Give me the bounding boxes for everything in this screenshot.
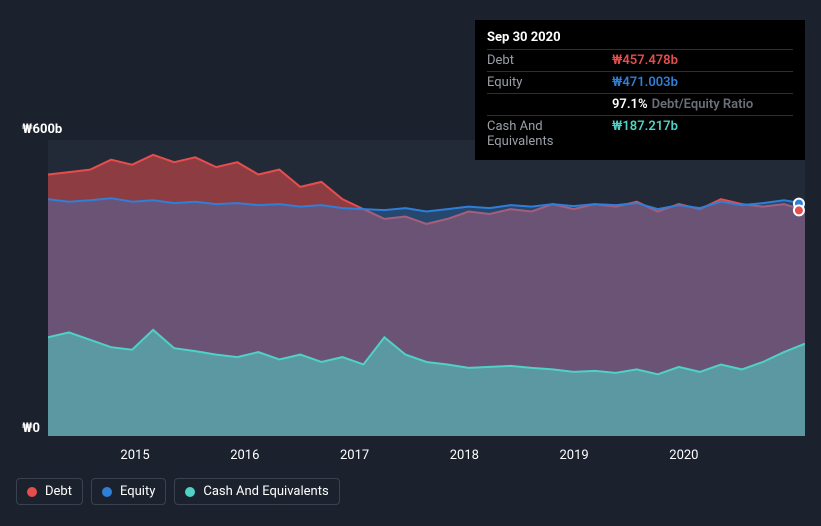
- tooltip-row: Debt₩457.478b: [487, 49, 793, 71]
- x-axis-tick: 2020: [669, 448, 698, 463]
- x-axis-tick: 2015: [120, 448, 149, 463]
- tooltip-row-value: ₩471.003b: [612, 75, 678, 90]
- legend-label: Cash And Equivalents: [203, 484, 328, 499]
- legend-swatch: [102, 487, 112, 497]
- x-axis-tick: 2019: [559, 448, 588, 463]
- legend-swatch: [27, 487, 37, 497]
- legend-label: Equity: [120, 484, 155, 499]
- x-axis: 2015 2016 2017 2018 2019 2020: [48, 440, 805, 464]
- x-axis-tick: 2018: [450, 448, 479, 463]
- tooltip-row: Cash And Equivalents₩187.217b: [487, 115, 793, 152]
- tooltip-date: Sep 30 2020: [487, 28, 793, 49]
- tooltip-row-value: ₩187.217b: [612, 119, 678, 149]
- x-axis-tick: 2016: [230, 448, 259, 463]
- tooltip-row-value: ₩457.478b: [612, 53, 678, 68]
- legend-swatch: [185, 487, 195, 497]
- chart-plot-area[interactable]: [48, 140, 805, 436]
- tooltip-row-label: Cash And Equivalents: [487, 119, 612, 149]
- chart-tooltip: Sep 30 2020 Debt₩457.478bEquity₩471.003b…: [475, 20, 805, 160]
- tooltip-row-label: Equity: [487, 75, 612, 90]
- tooltip-row: 97.1%Debt/Equity Ratio: [487, 93, 793, 115]
- legend-item[interactable]: Equity: [91, 478, 166, 505]
- x-axis-tick: 2017: [340, 448, 369, 463]
- tooltip-row-label: Debt: [487, 53, 612, 68]
- y-axis-max-label: ₩600b: [22, 122, 62, 137]
- debt-hover-marker: [794, 205, 804, 215]
- tooltip-row-label: [487, 97, 612, 112]
- legend-item[interactable]: Debt: [16, 478, 83, 505]
- y-axis-min-label: ₩0: [22, 421, 40, 436]
- tooltip-row-value: 97.1%Debt/Equity Ratio: [612, 97, 753, 112]
- chart-legend: Debt Equity Cash And Equivalents: [16, 478, 340, 505]
- legend-item[interactable]: Cash And Equivalents: [174, 478, 339, 505]
- tooltip-row-suffix: Debt/Equity Ratio: [652, 97, 754, 112]
- legend-label: Debt: [45, 484, 72, 499]
- tooltip-row: Equity₩471.003b: [487, 71, 793, 93]
